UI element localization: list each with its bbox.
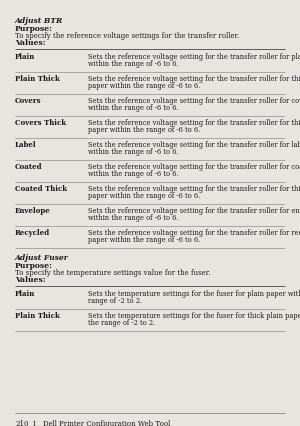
Text: Dell Printer Configuration Web Tool: Dell Printer Configuration Web Tool: [43, 420, 170, 426]
Text: paper within the range of -6 to 6.: paper within the range of -6 to 6.: [88, 236, 200, 244]
Text: Sets the reference voltage setting for the transfer roller for recycled: Sets the reference voltage setting for t…: [88, 229, 300, 237]
Text: Sets the reference voltage setting for the transfer roller for cover paper: Sets the reference voltage setting for t…: [88, 97, 300, 105]
Text: paper within the range of -6 to 6.: paper within the range of -6 to 6.: [88, 192, 200, 200]
Text: Plain Thick: Plain Thick: [15, 312, 60, 320]
Text: paper within the range of -6 to 6.: paper within the range of -6 to 6.: [88, 82, 200, 90]
Text: range of -2 to 2.: range of -2 to 2.: [88, 297, 142, 305]
Text: Covers Thick: Covers Thick: [15, 119, 66, 127]
Text: Sets the temperature settings for the fuser for thick plain paper within: Sets the temperature settings for the fu…: [88, 312, 300, 320]
Text: Label: Label: [15, 141, 37, 149]
Text: Values:: Values:: [15, 39, 46, 47]
Text: Sets the reference voltage setting for the transfer roller for thick plain: Sets the reference voltage setting for t…: [88, 75, 300, 83]
Text: Purpose:: Purpose:: [15, 262, 53, 270]
Text: Plain: Plain: [15, 290, 35, 298]
Text: Sets the reference voltage setting for the transfer roller for labels: Sets the reference voltage setting for t…: [88, 141, 300, 149]
Text: Coated: Coated: [15, 163, 43, 171]
Text: Purpose:: Purpose:: [15, 25, 53, 33]
Text: Sets the temperature settings for the fuser for plain paper within the: Sets the temperature settings for the fu…: [88, 290, 300, 298]
Text: within the range of -6 to 6.: within the range of -6 to 6.: [88, 104, 178, 112]
Text: Envelope: Envelope: [15, 207, 51, 215]
Text: To specify the reference voltage settings for the transfer roller.: To specify the reference voltage setting…: [15, 32, 239, 40]
Text: Sets the reference voltage setting for the transfer roller for plain paper: Sets the reference voltage setting for t…: [88, 53, 300, 61]
Text: Sets the reference voltage setting for the transfer roller for thick cover: Sets the reference voltage setting for t…: [88, 119, 300, 127]
Text: Sets the reference voltage setting for the transfer roller for thick coated: Sets the reference voltage setting for t…: [88, 185, 300, 193]
Text: paper within the range of -6 to 6.: paper within the range of -6 to 6.: [88, 126, 200, 134]
Text: within the range of -6 to 6.: within the range of -6 to 6.: [88, 60, 178, 68]
Text: Plain Thick: Plain Thick: [15, 75, 60, 83]
Text: the range of -2 to 2.: the range of -2 to 2.: [88, 319, 155, 327]
Text: Adjust BTR: Adjust BTR: [15, 17, 63, 25]
Text: Recycled: Recycled: [15, 229, 50, 237]
Text: Plain: Plain: [15, 53, 35, 61]
Text: within the range of -6 to 6.: within the range of -6 to 6.: [88, 214, 178, 222]
Text: Covers: Covers: [15, 97, 41, 105]
Text: Sets the reference voltage setting for the transfer roller for coated paper: Sets the reference voltage setting for t…: [88, 163, 300, 171]
Text: within the range of -6 to 6.: within the range of -6 to 6.: [88, 148, 178, 156]
Text: within the range of -6 to 6.: within the range of -6 to 6.: [88, 170, 178, 178]
Text: To specify the temperature settings value for the fuser.: To specify the temperature settings valu…: [15, 269, 211, 277]
Text: I: I: [33, 420, 36, 426]
Text: 210: 210: [15, 420, 28, 426]
Text: Coated Thick: Coated Thick: [15, 185, 67, 193]
Text: Values:: Values:: [15, 276, 46, 284]
Text: Sets the reference voltage setting for the transfer roller for envelopes: Sets the reference voltage setting for t…: [88, 207, 300, 215]
Text: Adjust Fuser: Adjust Fuser: [15, 254, 69, 262]
